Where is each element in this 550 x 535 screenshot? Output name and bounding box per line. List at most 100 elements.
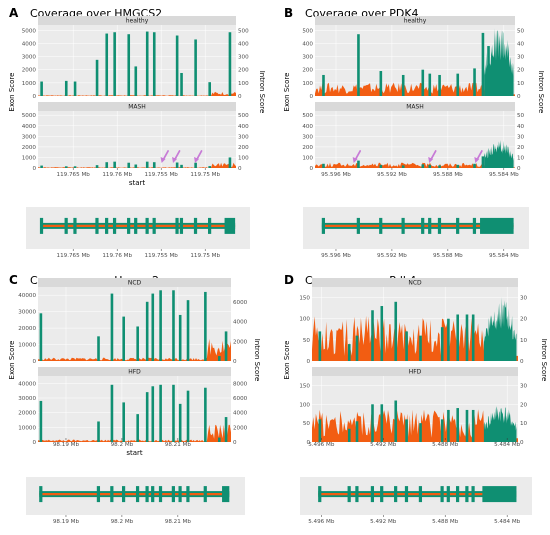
facet-healthy: healthy 0 100 200 300 400 500 0 10 20 30 40 50 — [302, 16, 525, 100]
y2-tick-label: 0 — [233, 440, 237, 446]
exon-coverage-bar — [401, 74, 405, 96]
exon-coverage-bar — [357, 160, 360, 168]
y2-tick-label: 6000 — [233, 396, 248, 402]
y-axis-label: Exon Score — [8, 73, 16, 112]
exon-coverage-bar — [440, 327, 444, 361]
facet-strip — [315, 102, 515, 111]
structure-exon — [471, 486, 475, 503]
utr-coverage-area — [483, 296, 517, 361]
exon-coverage-bar — [438, 165, 441, 168]
exon-coverage-bar — [122, 316, 125, 361]
exon-coverage-bar — [172, 290, 175, 361]
y-tick-label: 2000 — [22, 145, 37, 151]
structure-exon — [380, 486, 384, 503]
y2-tick-label: 400 — [238, 124, 249, 130]
structure-exon — [73, 217, 77, 234]
exon-coverage-bar — [440, 419, 444, 442]
exon-coverage-bar — [151, 293, 155, 361]
exon-coverage-bar — [456, 73, 460, 96]
y2-tick-label: 10 — [520, 338, 528, 344]
x-tick-label: 5.484 Mb — [494, 519, 521, 525]
y2-tick-label: 300 — [238, 55, 249, 61]
exon-coverage-bar — [419, 335, 422, 361]
y2-tick-label: 0 — [233, 359, 237, 365]
facet-strip — [38, 102, 236, 111]
facet-ncd: NCD 0 50 100 150 0 10 20 30 — [299, 278, 528, 365]
intron-coverage-area — [38, 338, 231, 361]
gene-structure-track: 95.596 Mb 95.592 Mb 95.588 Mb 95.584 Mb — [303, 207, 529, 259]
structure-exon — [355, 486, 359, 503]
facet-strip-label: NCD — [408, 280, 422, 287]
structure-exon — [152, 217, 156, 234]
y-tick-label: 400 — [302, 41, 313, 47]
x-tick-label: 5.484 Mb — [494, 442, 521, 448]
exon-coverage-bar — [318, 419, 322, 442]
x-tick-label: 119.75 Mb — [190, 172, 220, 178]
y2-tick-label: 30 — [517, 55, 525, 61]
exon-coverage-bar — [175, 162, 179, 168]
exon-coverage-bar — [136, 414, 139, 442]
y2-axis-label: Intron Score — [540, 339, 548, 382]
y2-tick-label: 10 — [517, 81, 525, 87]
y-tick-label: 40000 — [18, 293, 36, 299]
structure-exon — [347, 486, 351, 503]
y-tick-label: 10000 — [18, 425, 36, 431]
structure-exon — [121, 486, 126, 503]
facet-healthy: healthy 0 1000 2000 3000 4000 5000 0 100 200 300 40… — [22, 16, 249, 100]
structure-exon — [318, 486, 322, 503]
y2-tick-label: 40 — [517, 124, 525, 130]
y-tick-label: 30000 — [18, 310, 36, 316]
utr-coverage-area — [484, 140, 514, 168]
x-tick-label: 95.592 Mb — [377, 253, 407, 259]
y-tick-label: 150 — [299, 296, 310, 302]
exon-coverage-bar — [152, 32, 156, 96]
structure-exon — [401, 217, 405, 234]
y-tick-label: 1000 — [22, 155, 37, 161]
structure-utr-block — [480, 217, 514, 234]
gene-structure-track: 5.496 Mb 5.492 Mb 5.488 Mb 5.484 Mb — [300, 477, 532, 525]
y-tick-label: 20000 — [18, 326, 36, 332]
x-tick-label: 95.596 Mb — [321, 172, 351, 178]
y-tick-label: 500 — [302, 28, 313, 34]
facet-strip-label: healthy — [126, 18, 149, 25]
exon-coverage-bar — [471, 409, 475, 442]
y-tick-label: 200 — [302, 145, 313, 151]
facet-strip-label: MASH — [128, 104, 146, 111]
exon-coverage-bar — [481, 156, 485, 168]
exon-coverage-bar — [145, 301, 149, 361]
structure-exon — [178, 486, 182, 503]
exon-coverage-bar — [39, 313, 43, 361]
exon-coverage-bar — [447, 318, 450, 361]
y2-tick-label: 4000 — [233, 411, 248, 417]
y-axis-label: Exon Score — [283, 73, 291, 112]
exon-coverage-bar — [456, 164, 460, 168]
y-tick-label: 0 — [32, 166, 36, 172]
structure-exon — [110, 486, 114, 503]
y2-tick-label: 8000 — [233, 381, 248, 387]
exon-coverage-bar — [405, 419, 408, 442]
structure-exon — [112, 217, 117, 234]
exon-coverage-bar — [419, 423, 422, 442]
y2-tick-label: 20 — [520, 317, 528, 323]
y2-tick-label: 30 — [520, 296, 528, 302]
structure-exon — [203, 486, 207, 503]
x-tick-label: 98.19 Mb — [53, 519, 80, 525]
exon-coverage-bar — [371, 404, 374, 442]
exon-coverage-bar — [428, 164, 432, 168]
exon-coverage-bar — [357, 34, 360, 96]
x-axis-label: start — [126, 449, 143, 457]
highlight-arrow-head — [160, 157, 166, 163]
facet-strip-label: HFD — [409, 369, 422, 376]
exon-coverage-bar — [105, 33, 109, 96]
y-tick-label: 5000 — [22, 113, 37, 119]
y2-tick-label: 100 — [238, 81, 249, 87]
panel-label: A — [9, 6, 19, 20]
y2-tick-label: 0 — [238, 166, 242, 172]
exon-coverage-bar — [64, 80, 68, 96]
y-tick-label: 30000 — [18, 396, 36, 402]
exon-coverage-bar — [428, 73, 432, 96]
exon-coverage-bar — [180, 72, 183, 96]
